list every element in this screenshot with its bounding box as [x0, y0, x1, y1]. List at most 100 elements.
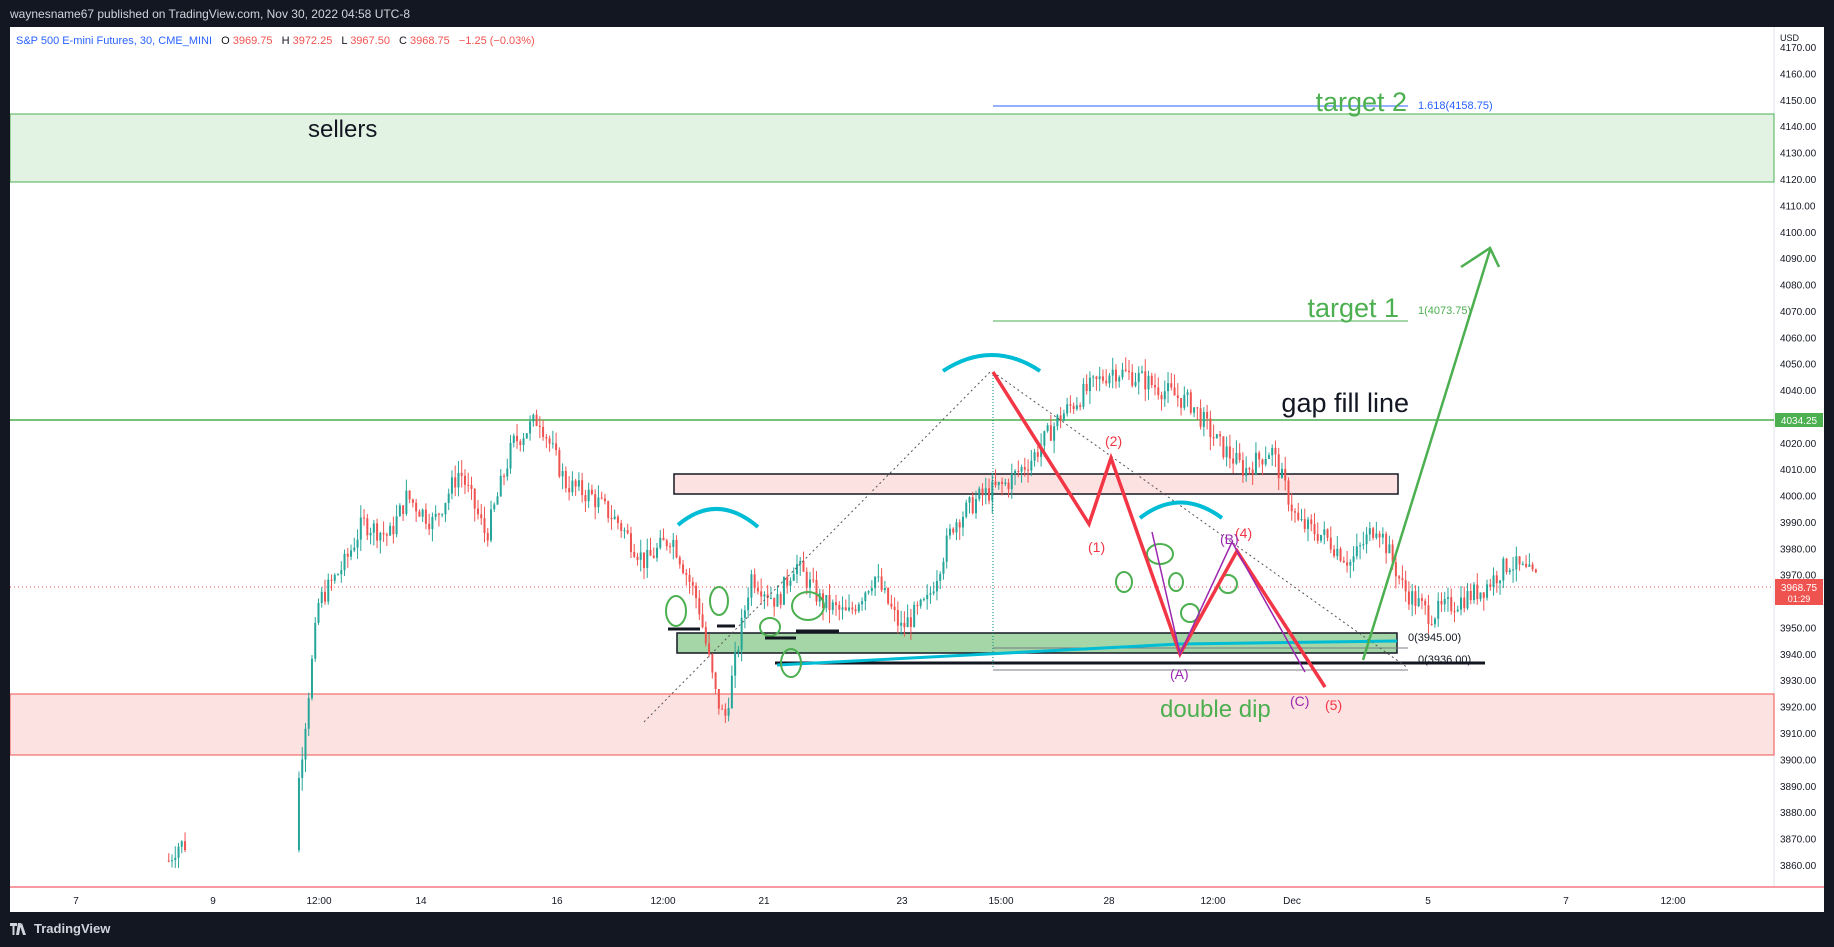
tradingview-brand[interactable]: TradingView — [10, 921, 110, 936]
price-tick-label: 4140.00 — [1780, 122, 1817, 133]
candle-body — [551, 443, 554, 445]
candle-body — [1479, 592, 1482, 600]
candle-body — [398, 505, 401, 517]
candle-body — [961, 516, 964, 528]
time-axis[interactable] — [10, 887, 1824, 912]
candle-body — [1362, 544, 1365, 546]
candle-body — [769, 597, 772, 599]
candle-body — [1372, 528, 1375, 538]
candle-body — [1378, 533, 1381, 538]
candle-body — [1030, 460, 1033, 471]
candle-body — [1118, 377, 1121, 382]
candle-body — [304, 728, 307, 760]
candle-body — [988, 488, 991, 501]
candle-body — [535, 414, 538, 426]
candle-body — [714, 672, 717, 689]
candle-body — [903, 622, 906, 628]
time-tick-label: 15:00 — [988, 896, 1013, 907]
price-tick-label: 4050.00 — [1780, 360, 1817, 371]
candle-body — [1313, 524, 1316, 535]
candle-body — [350, 550, 353, 557]
candle-body — [662, 537, 665, 541]
candle-body — [480, 514, 483, 519]
candle-body — [1368, 528, 1371, 535]
candle-body — [444, 503, 447, 515]
legend-h-value: 3972.25 — [293, 35, 333, 47]
cyan-arc-3 — [1138, 500, 1224, 520]
candle-body — [948, 528, 951, 536]
candle-body — [1053, 426, 1056, 441]
candle-body — [1108, 375, 1111, 384]
candle-body — [353, 547, 356, 551]
last-price-text: 3968.75 — [1781, 583, 1818, 594]
candle-body — [558, 450, 561, 477]
candle-body — [1043, 431, 1046, 446]
candle-body — [975, 499, 977, 514]
candle-body — [1388, 544, 1391, 554]
candle-body — [327, 579, 330, 602]
candle-body — [1359, 545, 1362, 547]
candle-body — [782, 576, 785, 605]
candle-body — [971, 497, 974, 514]
candle-body — [470, 485, 473, 489]
candle-body — [1193, 407, 1196, 413]
candle-body — [506, 468, 509, 477]
legend-l-value: 3967.50 — [350, 35, 390, 47]
legend-change: −1.25 (−0.03%) — [459, 35, 535, 47]
candle-body — [590, 489, 593, 495]
candle-body — [372, 523, 375, 533]
candle-body — [542, 426, 545, 438]
candle-body — [926, 594, 929, 600]
candle-body — [857, 604, 860, 612]
candle-body — [978, 488, 981, 500]
candle-body — [1394, 562, 1397, 577]
candle-body — [620, 523, 623, 531]
candle-body — [672, 539, 675, 547]
wave-1-label: (1) — [1088, 539, 1105, 555]
candle-body — [721, 708, 724, 710]
candle-body — [756, 588, 759, 592]
time-tick-label: 23 — [896, 896, 908, 907]
price-axis[interactable] — [1774, 27, 1824, 887]
candle-body — [356, 539, 359, 548]
candle-body — [844, 607, 847, 611]
candle-body — [171, 860, 174, 862]
candle-body — [1176, 395, 1179, 399]
support-ticks — [668, 624, 839, 640]
candle-body — [324, 591, 326, 602]
candle-body — [499, 475, 502, 497]
candle-body — [310, 658, 313, 699]
candle-body — [900, 622, 903, 626]
publish-line: waynesname67 published on TradingView.co… — [10, 7, 411, 21]
candle-body — [773, 597, 776, 607]
candle-body — [1147, 375, 1150, 390]
candle-body — [1251, 469, 1254, 475]
candle-body — [968, 497, 971, 503]
candle-body — [1512, 569, 1515, 571]
price-chart[interactable]: sellers target 2 1.618(4158.75) target 1… — [10, 27, 1824, 912]
candle-body — [1303, 519, 1306, 529]
cyan-arc-1 — [676, 507, 760, 529]
candle-body — [1336, 548, 1339, 557]
candle-body — [1352, 556, 1355, 562]
candle-body — [815, 579, 818, 602]
candle-body — [340, 570, 343, 575]
candle-body — [564, 471, 567, 489]
candle-body — [1245, 468, 1248, 476]
candle-body — [717, 688, 720, 709]
candle-body — [919, 599, 922, 606]
candle-body — [613, 516, 616, 520]
candle-body — [1518, 556, 1521, 565]
candle-body — [1440, 600, 1443, 605]
candle-body — [887, 587, 890, 604]
candle-body — [167, 860, 170, 862]
candle-body — [991, 481, 994, 501]
candle-body — [571, 480, 574, 493]
candle-body — [1020, 467, 1023, 472]
candle-body — [297, 777, 300, 851]
legend-c-value: 3968.75 — [410, 35, 450, 47]
candle-body — [727, 707, 730, 716]
candle-body — [652, 555, 655, 558]
candle-body — [1215, 434, 1218, 439]
publish-header: waynesname67 published on TradingView.co… — [0, 0, 1834, 27]
